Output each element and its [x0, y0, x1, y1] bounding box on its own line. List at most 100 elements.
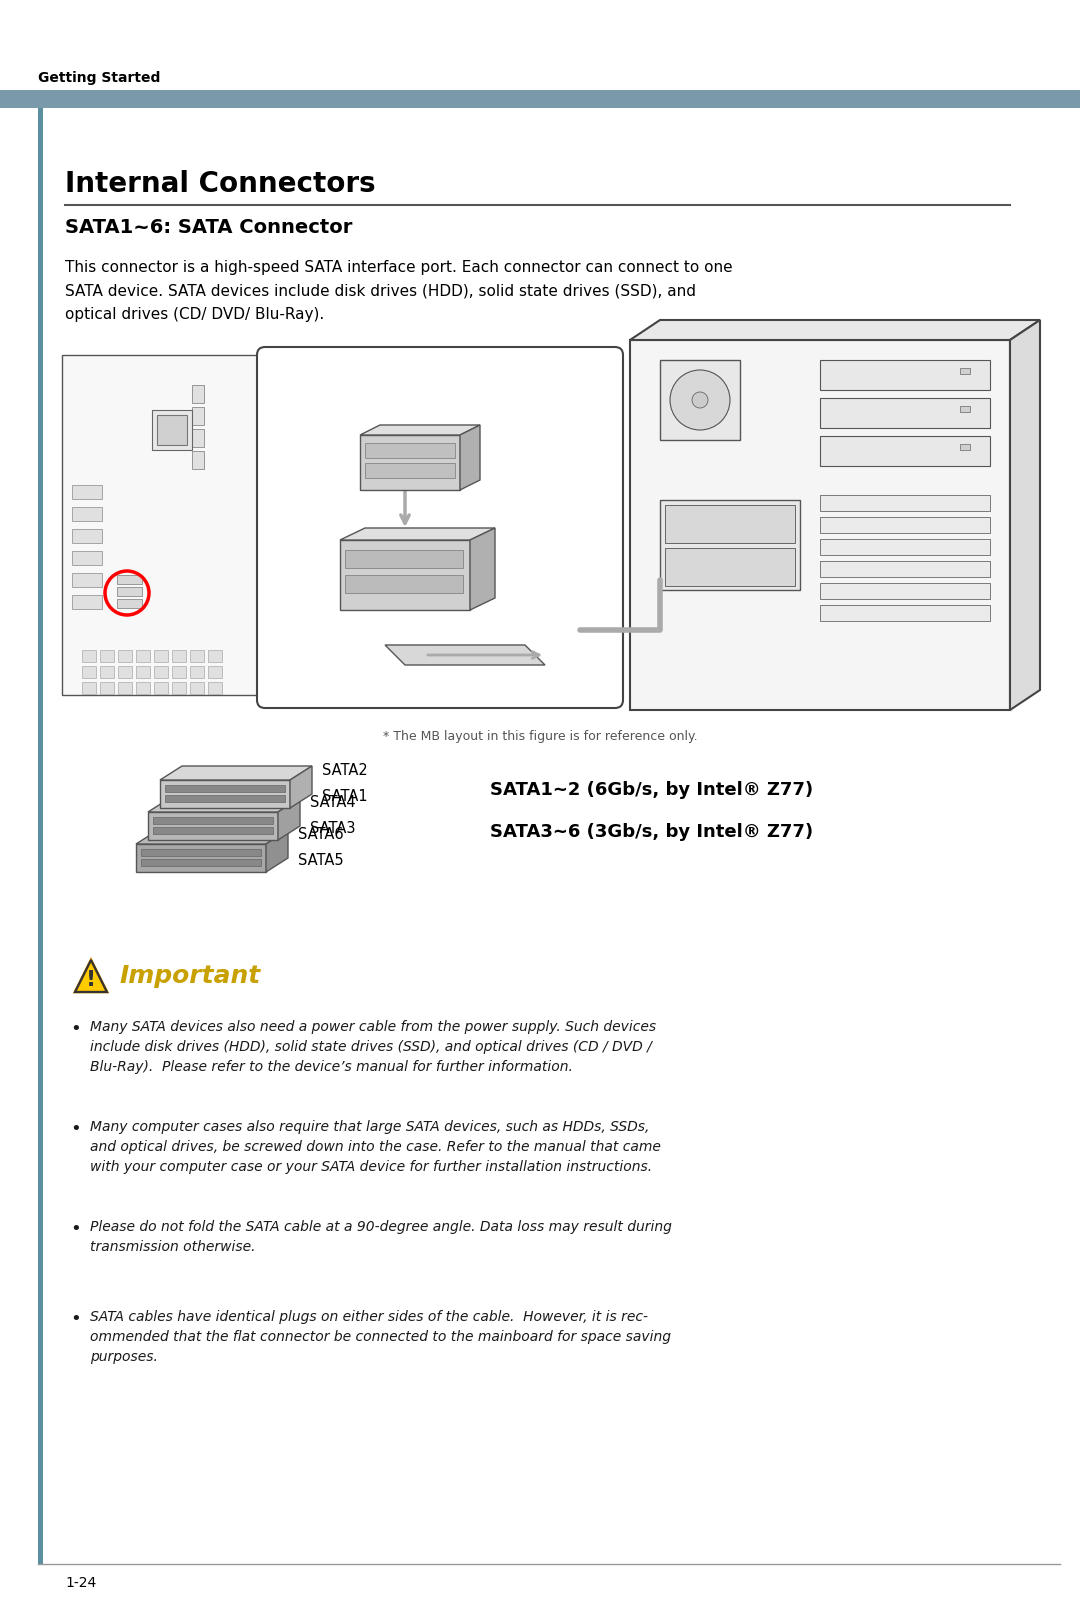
Bar	[820, 606, 990, 622]
Bar	[82, 682, 96, 695]
Bar	[960, 368, 970, 374]
FancyBboxPatch shape	[257, 346, 623, 708]
Bar	[820, 516, 990, 533]
Bar	[82, 665, 96, 678]
Bar	[117, 575, 141, 584]
Bar	[117, 588, 141, 596]
Polygon shape	[266, 831, 288, 873]
Bar	[160, 780, 291, 808]
Text: •: •	[70, 1310, 81, 1328]
Bar	[365, 444, 455, 458]
Polygon shape	[340, 528, 495, 541]
Bar	[820, 562, 990, 576]
Bar	[136, 843, 266, 873]
Bar	[118, 649, 132, 662]
Text: Important: Important	[119, 963, 260, 988]
Bar	[190, 649, 204, 662]
Text: * The MB layout in this figure is for reference only.: * The MB layout in this figure is for re…	[382, 730, 698, 743]
Bar	[630, 340, 1010, 711]
Polygon shape	[470, 528, 495, 610]
Bar	[665, 547, 795, 586]
Polygon shape	[360, 426, 480, 436]
Bar	[660, 359, 740, 440]
Polygon shape	[136, 831, 288, 843]
Bar	[154, 682, 168, 695]
Bar	[660, 500, 800, 589]
Bar	[208, 649, 222, 662]
Bar	[165, 795, 285, 801]
Bar	[345, 575, 463, 593]
Bar	[62, 355, 257, 695]
Bar	[157, 414, 187, 445]
Text: !: !	[86, 970, 96, 989]
Bar	[192, 429, 204, 447]
Bar	[820, 539, 990, 555]
Bar	[960, 444, 970, 450]
Bar	[153, 827, 273, 834]
Bar	[0, 91, 1080, 108]
Bar	[365, 463, 455, 478]
Bar	[100, 665, 114, 678]
Bar	[82, 649, 96, 662]
Text: SATA3: SATA3	[310, 821, 355, 835]
Text: SATA1~6: SATA Connector: SATA1~6: SATA Connector	[65, 219, 352, 236]
Bar	[192, 406, 204, 426]
Bar	[153, 818, 273, 824]
Bar	[118, 682, 132, 695]
Polygon shape	[291, 766, 312, 808]
Polygon shape	[460, 426, 480, 491]
Bar	[141, 860, 261, 866]
Text: SATA cables have identical plugs on either sides of the cable.  However, it is r: SATA cables have identical plugs on eith…	[90, 1310, 671, 1365]
Circle shape	[692, 392, 708, 408]
Bar	[192, 452, 204, 470]
Bar	[43, 108, 1059, 1564]
Text: Many SATA devices also need a power cable from the power supply. Such devices
in: Many SATA devices also need a power cabl…	[90, 1020, 657, 1073]
Bar	[72, 596, 102, 609]
Polygon shape	[278, 798, 300, 840]
Polygon shape	[1010, 321, 1040, 711]
Bar	[192, 385, 204, 403]
Bar	[165, 785, 285, 792]
Text: Please do not fold the SATA cable at a 90-degree angle. Data loss may result dur: Please do not fold the SATA cable at a 9…	[90, 1221, 672, 1255]
Bar	[72, 507, 102, 521]
Text: •: •	[70, 1020, 81, 1038]
Bar	[820, 398, 990, 427]
Bar	[820, 583, 990, 599]
Bar	[820, 495, 990, 512]
Text: SATA6: SATA6	[298, 827, 343, 842]
Bar	[345, 550, 463, 568]
Bar	[154, 649, 168, 662]
Text: 1-24: 1-24	[65, 1575, 96, 1590]
Bar	[190, 665, 204, 678]
Bar	[141, 848, 261, 856]
Bar	[148, 813, 278, 840]
Text: Internal Connectors: Internal Connectors	[65, 170, 376, 198]
Bar	[117, 599, 141, 609]
Bar	[665, 505, 795, 542]
Polygon shape	[384, 644, 545, 665]
Text: •: •	[70, 1120, 81, 1138]
Bar	[820, 359, 990, 390]
Text: •: •	[70, 1221, 81, 1239]
Polygon shape	[148, 798, 300, 813]
Bar	[136, 649, 150, 662]
Bar	[154, 665, 168, 678]
Bar	[72, 573, 102, 588]
Bar	[340, 541, 470, 610]
Bar	[172, 665, 186, 678]
Bar	[136, 665, 150, 678]
Bar	[190, 682, 204, 695]
Bar	[136, 682, 150, 695]
Polygon shape	[630, 321, 1040, 340]
Circle shape	[670, 371, 730, 431]
Polygon shape	[75, 960, 107, 992]
Bar	[100, 649, 114, 662]
Bar	[72, 486, 102, 499]
Text: SATA2: SATA2	[322, 763, 368, 777]
Bar	[960, 406, 970, 411]
Text: Many computer cases also require that large SATA devices, such as HDDs, SSDs,
an: Many computer cases also require that la…	[90, 1120, 661, 1174]
Bar	[172, 682, 186, 695]
Bar	[72, 550, 102, 565]
Bar	[820, 436, 990, 466]
Bar	[172, 649, 186, 662]
